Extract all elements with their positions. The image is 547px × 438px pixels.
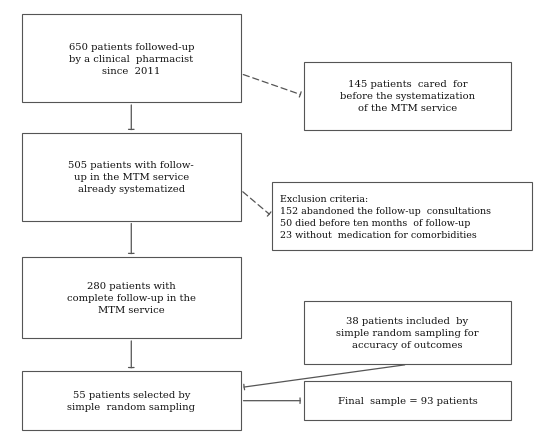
Bar [304, 62, 511, 131]
Text: 280 patients with
complete follow-up in the
MTM service: 280 patients with complete follow-up in … [67, 281, 196, 314]
Bar [272, 183, 532, 251]
Bar [22, 134, 241, 221]
Text: Exclusion criteria:
152 abandoned the follow-up  consultations
50 died before te: Exclusion criteria: 152 abandoned the fo… [280, 194, 491, 240]
Bar [304, 301, 511, 364]
Text: 505 patients with follow-
up in the MTM service
already systematized: 505 patients with follow- up in the MTM … [68, 161, 194, 194]
Bar [22, 371, 241, 430]
Bar [22, 257, 241, 338]
Text: 650 patients followed-up
by a clinical  pharmacist
since  2011: 650 patients followed-up by a clinical p… [68, 42, 194, 76]
Bar [22, 15, 241, 103]
Text: 55 patients selected by
simple  random sampling: 55 patients selected by simple random sa… [67, 390, 195, 411]
Bar [304, 381, 511, 420]
Text: 145 patients  cared  for
before the systematization
of the MTM service: 145 patients cared for before the system… [340, 80, 475, 113]
Text: Final  sample = 93 patients: Final sample = 93 patients [337, 396, 478, 405]
Text: 38 patients included  by
simple random sampling for
accuracy of outcomes: 38 patients included by simple random sa… [336, 316, 479, 350]
